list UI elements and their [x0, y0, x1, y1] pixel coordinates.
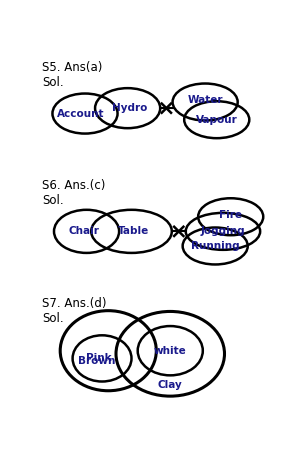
Text: Hydro: Hydro — [112, 103, 148, 113]
Text: S5. Ans(a)
Sol.: S5. Ans(a) Sol. — [43, 61, 103, 89]
Text: white: white — [154, 345, 187, 356]
Text: S7. Ans.(d)
Sol.: S7. Ans.(d) Sol. — [43, 297, 107, 325]
Text: Jogging: Jogging — [201, 226, 245, 236]
Text: Pink: Pink — [86, 353, 112, 364]
Text: Water: Water — [187, 95, 223, 105]
Text: Vapour: Vapour — [196, 115, 238, 125]
Text: Account: Account — [57, 108, 105, 119]
Text: Table: Table — [117, 226, 149, 236]
Text: Brown: Brown — [78, 357, 115, 366]
Text: S6. Ans.(c)
Sol.: S6. Ans.(c) Sol. — [43, 179, 106, 207]
Text: Running: Running — [191, 241, 240, 251]
Text: Chair: Chair — [68, 226, 99, 236]
Text: Fire: Fire — [219, 210, 242, 220]
Text: Clay: Clay — [158, 379, 183, 390]
